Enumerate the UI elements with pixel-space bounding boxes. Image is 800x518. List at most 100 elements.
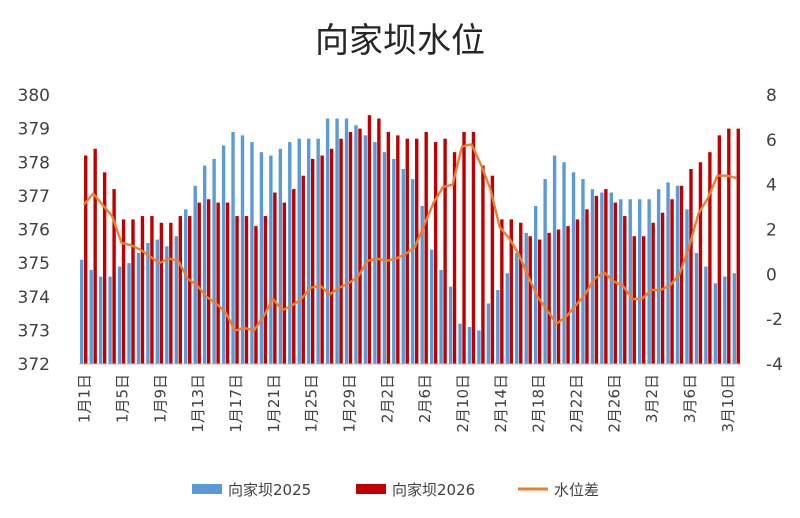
- legend-swatch-2026: [356, 484, 386, 494]
- bar-2025: [448, 286, 453, 364]
- bar-2026: [471, 131, 476, 364]
- bar-2026: [717, 135, 722, 364]
- bar-2026: [642, 236, 646, 364]
- bar-2025: [193, 185, 197, 364]
- bar-2026: [121, 219, 126, 364]
- bar-2026: [727, 128, 731, 364]
- bar-2026: [254, 226, 258, 364]
- bar-2026: [102, 172, 107, 364]
- bar-2025: [316, 138, 320, 364]
- bar-2025: [467, 327, 472, 364]
- bar-2026: [528, 236, 532, 364]
- bar-2025: [354, 125, 358, 364]
- bar-2026: [698, 162, 703, 364]
- bar-2026: [490, 175, 495, 364]
- right-tick-label: 6: [766, 131, 777, 151]
- x-tick-label: 2月26日: [605, 374, 623, 433]
- bar-2026: [556, 229, 561, 364]
- bar-2026: [178, 216, 182, 364]
- x-tick-label: 2月2日: [378, 374, 396, 423]
- x-tick-label: 2月18日: [530, 374, 548, 433]
- right-axis: -4 -2 0 2 4 6 8: [766, 86, 783, 375]
- bar-2025: [656, 189, 661, 364]
- line-series-group: [82, 143, 737, 332]
- bar-2026: [594, 195, 599, 364]
- bar-2025: [344, 118, 349, 364]
- bar-2026: [519, 222, 523, 364]
- bar-2026: [225, 202, 230, 364]
- bar-2025: [382, 152, 387, 364]
- bar-2025: [231, 131, 235, 364]
- bar-2025: [117, 266, 122, 364]
- left-tick-label: 373: [18, 321, 50, 341]
- bar-2026: [244, 216, 249, 364]
- bar-2026: [112, 189, 116, 364]
- x-tick-label: 2月6日: [416, 374, 434, 423]
- bar-2026: [708, 152, 712, 364]
- bar-2026: [537, 239, 542, 364]
- bar-2025: [562, 162, 566, 364]
- bar-2025: [184, 209, 188, 364]
- bar-2026: [433, 142, 438, 364]
- legend-label-diff: 水位差: [554, 481, 599, 499]
- watermark: 雪球：刺猬偷腥: [671, 484, 790, 504]
- x-axis: 1月1日 1月5日 1月9日 1月13日 1月17日 1月21日 1月25日 1月29日 2月2…: [76, 374, 737, 433]
- bar-2026: [585, 209, 589, 364]
- bar-2026: [348, 131, 353, 364]
- line-series-diff: [82, 143, 737, 332]
- legend-swatch-2025: [192, 484, 222, 494]
- x-tick-label: 3月10日: [719, 374, 737, 433]
- bar-2026: [197, 202, 201, 364]
- bar-2026: [140, 216, 145, 364]
- bar-2026: [320, 155, 324, 364]
- bar-2025: [694, 253, 699, 364]
- bar-2025: [288, 142, 292, 364]
- bar-2026: [367, 115, 372, 364]
- bar-2025: [552, 155, 557, 364]
- left-tick-label: 372: [18, 355, 50, 375]
- bar-2025: [89, 269, 93, 364]
- x-tick-label: 2月22日: [568, 374, 586, 433]
- bar-2026: [575, 219, 580, 364]
- bar-2026: [159, 222, 164, 364]
- x-tick-label: 3月2日: [643, 374, 661, 423]
- bar-2025: [363, 135, 368, 364]
- bar-2025: [515, 253, 519, 364]
- bar-2025: [335, 118, 339, 364]
- bar-2025: [732, 273, 736, 364]
- bar-2025: [80, 259, 84, 364]
- bar-2025: [581, 179, 585, 364]
- left-tick-label: 378: [18, 153, 50, 173]
- left-tick-label: 375: [18, 254, 50, 274]
- bar-2025: [250, 142, 254, 364]
- bar-2025: [278, 148, 283, 364]
- right-tick-label: 4: [766, 176, 777, 196]
- bar-2025: [429, 249, 434, 364]
- bar-2025: [136, 253, 141, 364]
- x-tick-label: 2月10日: [454, 374, 472, 433]
- bar-2025: [146, 242, 150, 364]
- left-tick-label: 374: [18, 288, 50, 308]
- bar-2026: [462, 131, 466, 364]
- bar-2025: [240, 135, 245, 364]
- bar-2025: [628, 199, 632, 364]
- bar-2026: [566, 226, 570, 364]
- bar-2026: [339, 138, 343, 364]
- left-tick-label: 377: [18, 187, 50, 207]
- x-tick-label: 1月29日: [341, 374, 359, 433]
- bar-2025: [505, 273, 509, 364]
- bar-2025: [600, 192, 604, 364]
- bar-2026: [500, 219, 504, 364]
- x-tick-label: 1月21日: [265, 374, 283, 433]
- bar-2025: [638, 199, 642, 364]
- x-tick-label: 3月6日: [681, 374, 699, 423]
- bar-2026: [84, 155, 88, 364]
- bar-2025: [723, 276, 727, 364]
- bar-2025: [524, 232, 528, 364]
- left-axis: 372 373 374 375 376 377 378 379 380: [18, 86, 50, 375]
- x-tick-label: 1月1日: [76, 374, 94, 423]
- left-tick-label: 376: [18, 221, 50, 241]
- bar-2025: [411, 179, 415, 364]
